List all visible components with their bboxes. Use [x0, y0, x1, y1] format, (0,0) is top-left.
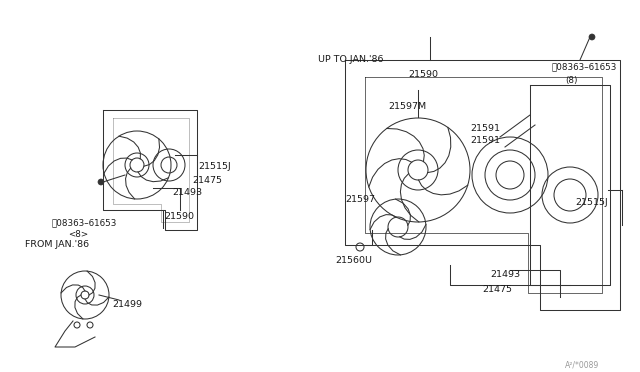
Text: 21493: 21493: [490, 270, 520, 279]
Text: 21597M: 21597M: [388, 102, 426, 111]
Text: 21590: 21590: [164, 212, 194, 221]
Text: 21597: 21597: [345, 195, 375, 204]
Text: 21515J: 21515J: [575, 198, 608, 207]
Circle shape: [589, 34, 595, 40]
Text: 21499: 21499: [112, 300, 142, 309]
Text: 21515J: 21515J: [198, 162, 231, 171]
Text: (8): (8): [565, 76, 577, 85]
Text: A²/*0089: A²/*0089: [565, 360, 599, 369]
Text: <8>: <8>: [68, 230, 88, 239]
Text: Ⓝ08363–61653: Ⓝ08363–61653: [552, 62, 618, 71]
Text: 21591: 21591: [470, 136, 500, 145]
Text: 21591: 21591: [470, 124, 500, 133]
Text: 21475: 21475: [482, 285, 512, 294]
Text: Ⓝ08363–61653: Ⓝ08363–61653: [52, 218, 117, 227]
Text: 21590: 21590: [408, 70, 438, 79]
Text: UP TO JAN.'86: UP TO JAN.'86: [318, 55, 383, 64]
Text: 21475: 21475: [192, 176, 222, 185]
Circle shape: [98, 179, 104, 185]
Text: 21493: 21493: [172, 188, 202, 197]
Text: FROM JAN.'86: FROM JAN.'86: [25, 240, 89, 249]
Text: 21560U: 21560U: [335, 256, 372, 265]
